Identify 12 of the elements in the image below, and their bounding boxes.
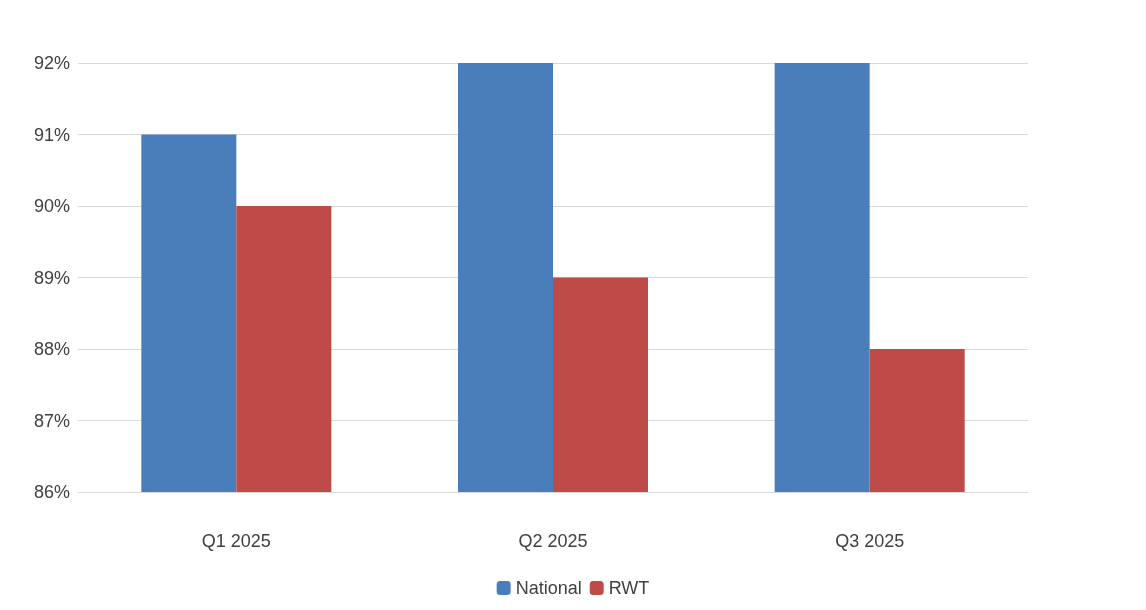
y-tick-label: 89% (33, 267, 70, 288)
legend-label: RWT (608, 578, 650, 598)
x-tick-label: Q1 2025 (201, 531, 271, 551)
legend-label: National (515, 578, 582, 598)
x-tick-label: Q2 2025 (518, 531, 588, 551)
y-tick-label: 88% (33, 339, 70, 359)
y-tick-label: 86% (33, 482, 70, 502)
y-tick-label: 91% (33, 124, 70, 145)
y-tick-label: 90% (33, 196, 70, 216)
x-tick-label: Q3 2025 (835, 531, 905, 551)
y-tick-label: 87% (33, 410, 70, 431)
y-tick-label: 92% (33, 53, 70, 73)
